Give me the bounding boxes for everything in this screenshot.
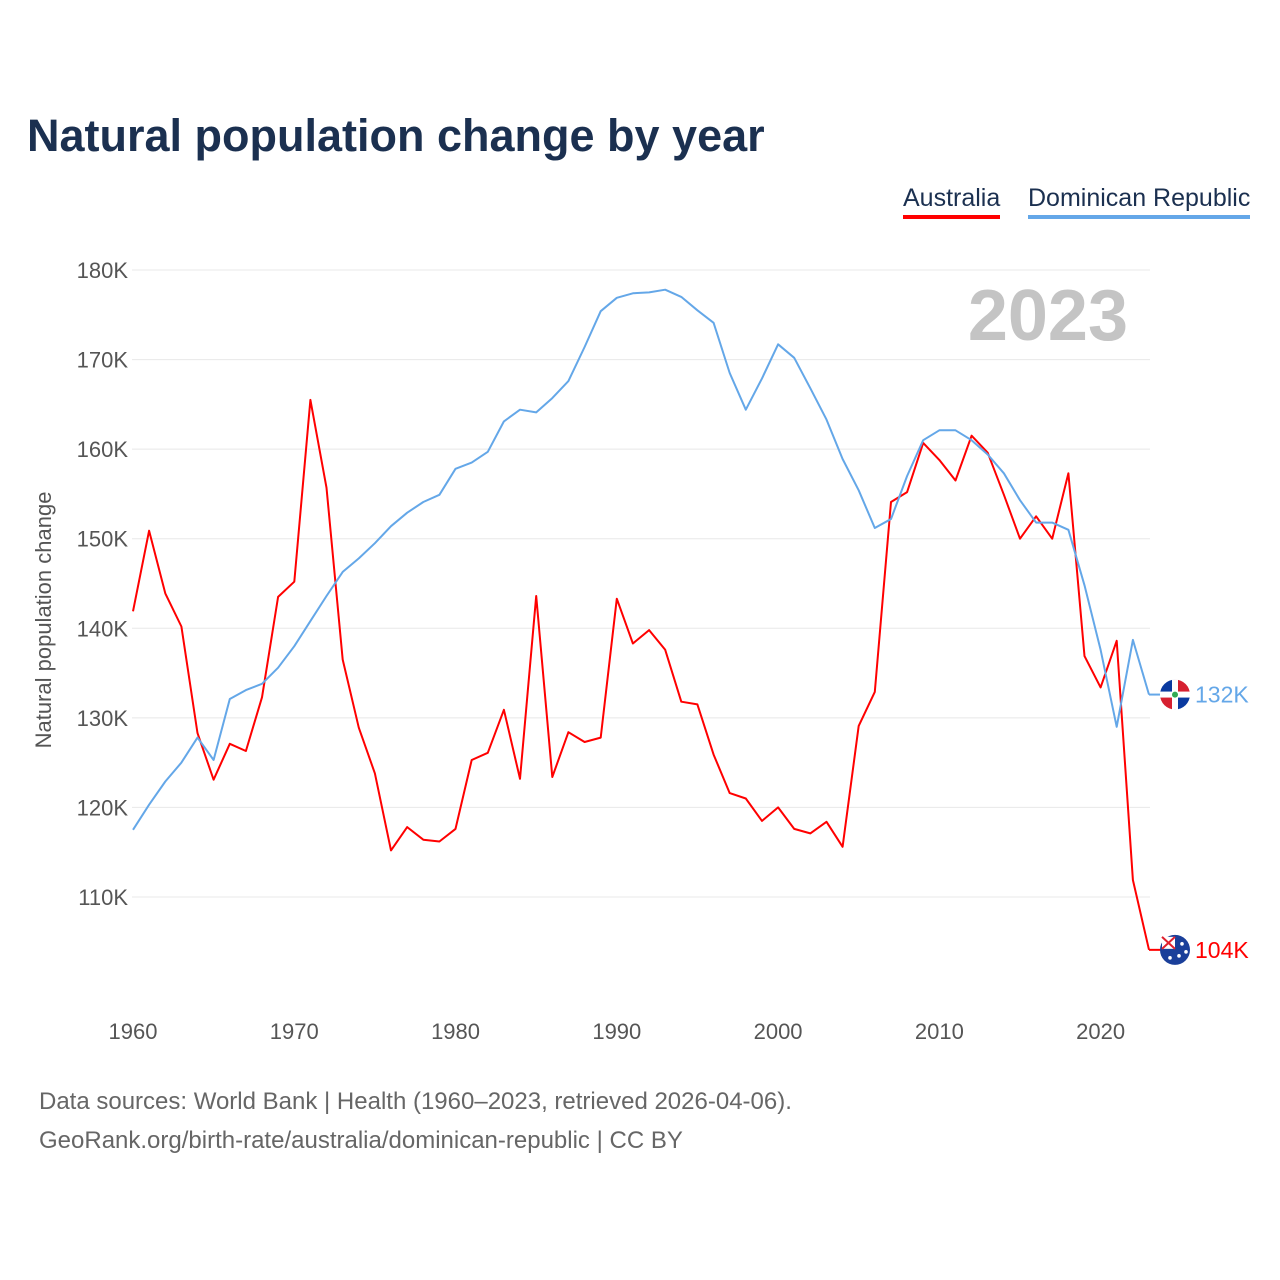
x-tick-label: 1980 [431,1019,480,1044]
y-tick-label: 110K [78,885,128,910]
flag-quarter [1160,679,1175,695]
x-tick-label: 2010 [915,1019,964,1044]
australia-flag-icon [1160,934,1190,965]
x-tick-label: 2020 [1076,1019,1125,1044]
flag-star [1168,956,1172,960]
y-tick-label: 160K [77,437,129,462]
end-value-label: 104K [1195,937,1249,963]
y-tick-label: 150K [77,527,129,552]
y-tick-label: 180K [77,258,129,283]
x-tick-label: 1970 [270,1019,319,1044]
y-tick-label: 170K [77,348,129,373]
x-tick-label: 1960 [109,1019,158,1044]
x-tick-label: 1990 [592,1019,641,1044]
y-tick-label: 140K [77,616,129,641]
flag-quarter [1160,694,1175,710]
flag-quarter [1175,679,1190,695]
flag-star [1184,950,1188,954]
flag-star [1180,942,1184,946]
flag-star [1177,954,1181,958]
chart-title: Natural population change by year [27,110,765,161]
credit-link[interactable]: GeoRank.org/birth-rate/australia/dominic… [39,1127,683,1154]
legend-dominican-republic[interactable]: Dominican Republic [1028,184,1251,219]
flag-emblem [1172,691,1178,698]
dominican-republic-flag-icon [1160,679,1190,710]
series-line-australia [132,398,1150,951]
year-watermark: 2023 [968,276,1128,356]
end-value-label: 132K [1195,682,1249,708]
flag-quarter [1175,694,1190,710]
y-tick-label: 130K [77,706,129,731]
y-tick-label: 120K [77,795,129,820]
legend-australia[interactable]: Australia [903,184,1001,219]
x-tick-label: 2000 [754,1019,803,1044]
flag-cross [1161,936,1176,950]
y-axis-title: Natural population change [31,492,56,749]
data-source: Data sources: World Bank | Health (1960–… [39,1088,792,1115]
series-line-dominican-republic [132,288,1150,831]
